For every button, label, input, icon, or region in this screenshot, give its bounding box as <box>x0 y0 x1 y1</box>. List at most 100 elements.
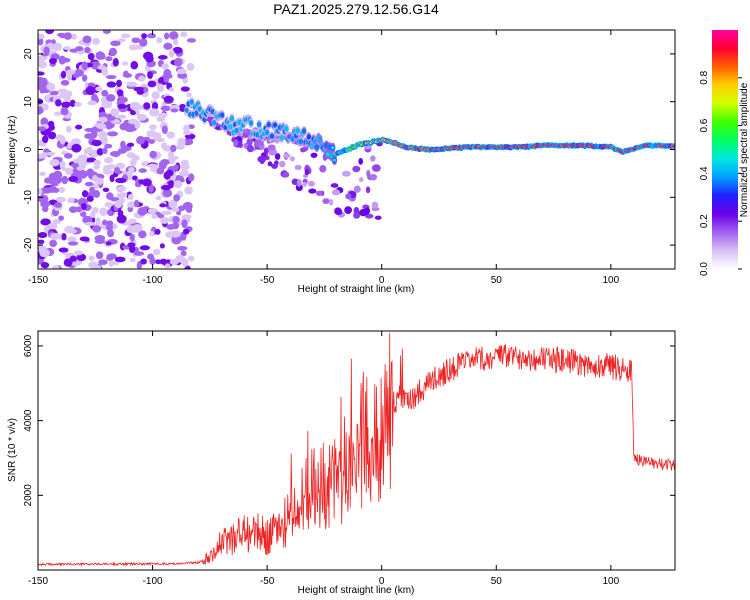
spectrogram-noise-blob <box>163 95 174 103</box>
spectrogram-noise-blob <box>63 32 72 40</box>
spectrogram-noise-blob <box>38 71 45 76</box>
spectrogram-y-ticks: -20 -10 0 10 20 <box>23 48 675 252</box>
spectrogram-noise-blob <box>147 253 155 260</box>
spectrogram-noise-blob <box>161 125 168 135</box>
spectrogram-noise-blob <box>114 200 123 209</box>
snr-y-tick-label: 2000 <box>23 484 34 507</box>
spectrogram-noise-blob <box>70 138 81 146</box>
spectrogram-noise-blob <box>101 100 113 109</box>
spectrogram-ridge-band <box>256 121 262 128</box>
spectrogram-noise-blob <box>95 86 103 92</box>
spectrogram-noise-blob <box>183 130 192 136</box>
spectrogram-noise-blob <box>102 169 113 175</box>
spectrogram-noise-blob <box>67 241 79 246</box>
spectrogram-noise-blob <box>184 186 193 195</box>
spectrogram-ridge-band <box>234 127 239 134</box>
spectrogram-noise-blob <box>181 167 188 176</box>
spectrogram-noise-blob <box>81 61 88 71</box>
spectrogram-noise-blob <box>170 144 177 153</box>
spectrogram-noise-blob <box>85 157 97 163</box>
spectrogram-scatter-blob <box>267 161 273 167</box>
spectrogram-noise-blob <box>50 181 59 187</box>
spectrogram-noise-blob <box>48 57 58 65</box>
spectrogram-noise-blob <box>177 68 187 75</box>
spectrogram-noise-blob <box>61 101 71 108</box>
spectrogram-noise-blob <box>121 61 129 66</box>
spectrogram-noise-blob <box>40 117 49 127</box>
spectrogram-noise-blob <box>129 257 136 263</box>
spectrogram-y-tick-label: -20 <box>23 237 34 252</box>
spectrogram-noise-blob <box>93 164 101 170</box>
spectrogram-noise-blob <box>67 197 75 204</box>
snr-x-ticks: -150 -100 -50 0 50 100 <box>28 331 620 587</box>
colorbar-tick-label: 0.4 <box>699 166 710 180</box>
spectrogram-noise-blob <box>165 263 171 269</box>
snr-x-tick-label: -50 <box>260 576 275 587</box>
spectrogram-y-tick-label: 10 <box>23 96 34 108</box>
spectrogram-noise-blob <box>50 232 61 240</box>
spectrogram-noise-blob <box>105 94 116 102</box>
snr-x-tick-label: -150 <box>28 576 48 587</box>
spectrogram-noise-blob <box>173 180 183 189</box>
spectrogram-x-ticks: -150 -100 -50 0 50 100 <box>28 30 620 286</box>
spectrogram-noise-blob <box>163 42 173 50</box>
spectrogram-noise-blob <box>93 182 99 190</box>
spectrogram-noise-blob <box>108 47 117 57</box>
spectrogram-noise-blob <box>58 247 69 253</box>
spectrogram-noise-blob <box>149 230 155 237</box>
colorbar-label: Normalized spectral amplitude <box>739 82 750 217</box>
spectrogram-noise-blob <box>124 124 136 133</box>
spectrogram-noise-blob <box>71 143 82 153</box>
spectrogram-scatter-blob <box>271 163 278 169</box>
spectrogram-noise-blob <box>137 207 148 216</box>
spectrogram-noise-blob <box>136 136 146 145</box>
spectrogram-ridge-core <box>672 144 675 148</box>
spectrogram-noise-blob <box>168 87 175 92</box>
spectrogram-x-tick-label: 50 <box>491 275 503 286</box>
spectrogram-noise-blob <box>60 107 69 116</box>
spectrogram-noise-blob <box>66 236 77 243</box>
spectrogram-noise-blob <box>38 239 45 245</box>
spectrogram-noise-blob <box>127 202 134 208</box>
spectrogram-noise-blob <box>146 33 157 39</box>
spectrogram-noise-blob <box>160 210 172 216</box>
spectrogram-noise-blob <box>158 160 167 170</box>
spectrogram-noise-blob <box>69 99 76 108</box>
spectrogram-background <box>38 30 675 269</box>
spectrogram-ridge-band <box>189 99 194 105</box>
spectrogram-noise-blob <box>95 51 105 60</box>
spectrogram-scatter-blob <box>244 128 250 134</box>
spectrogram-noise-blob <box>85 86 96 96</box>
spectrogram-noise-blob <box>105 223 113 231</box>
spectrogram-noise-blob <box>168 49 175 58</box>
spectrogram-noise-blob <box>131 154 140 162</box>
spectrogram-noise-blob <box>157 55 168 60</box>
spectrogram-noise-blob <box>91 139 102 147</box>
spectrogram-scatter-blob <box>282 171 290 178</box>
spectrogram-noise-blob <box>127 242 136 248</box>
spectrogram-noise-blob <box>139 38 148 47</box>
spectrogram-ridge-core <box>332 158 337 162</box>
spectrogram-noise-blob <box>114 166 121 174</box>
spectrogram-scatter-blob <box>307 180 315 187</box>
spectrogram-noise-blob <box>168 199 178 209</box>
spectrogram-noise-blob <box>170 108 179 113</box>
spectrogram-noise-blob <box>129 101 141 110</box>
spectrogram-noise-blob <box>94 239 106 244</box>
spectrogram-noise-blob <box>76 154 87 164</box>
spectrogram-ridge-band <box>301 128 307 134</box>
spectrogram-noise-blob <box>90 211 96 218</box>
spectrogram-noise-blob <box>152 248 161 256</box>
spectrogram-noise-blob <box>117 114 127 119</box>
snr-series-line <box>38 332 675 567</box>
spectrogram-scatter-blob <box>370 155 376 162</box>
spectrogram-noise-blob <box>146 130 157 138</box>
spectrogram-noise-blob <box>165 224 176 230</box>
spectrogram-scatter-blob <box>374 215 382 220</box>
spectrogram-noise-blob <box>116 192 128 198</box>
snr-x-tick-label: 50 <box>491 576 503 587</box>
snr-panel: -150 -100 -50 0 50 100 2000 4000 6000 Height of… <box>7 330 676 596</box>
spectrogram-noise-blob <box>121 33 131 39</box>
spectrogram-noise-blob <box>108 260 115 267</box>
spectrogram-noise-blob <box>38 153 45 159</box>
